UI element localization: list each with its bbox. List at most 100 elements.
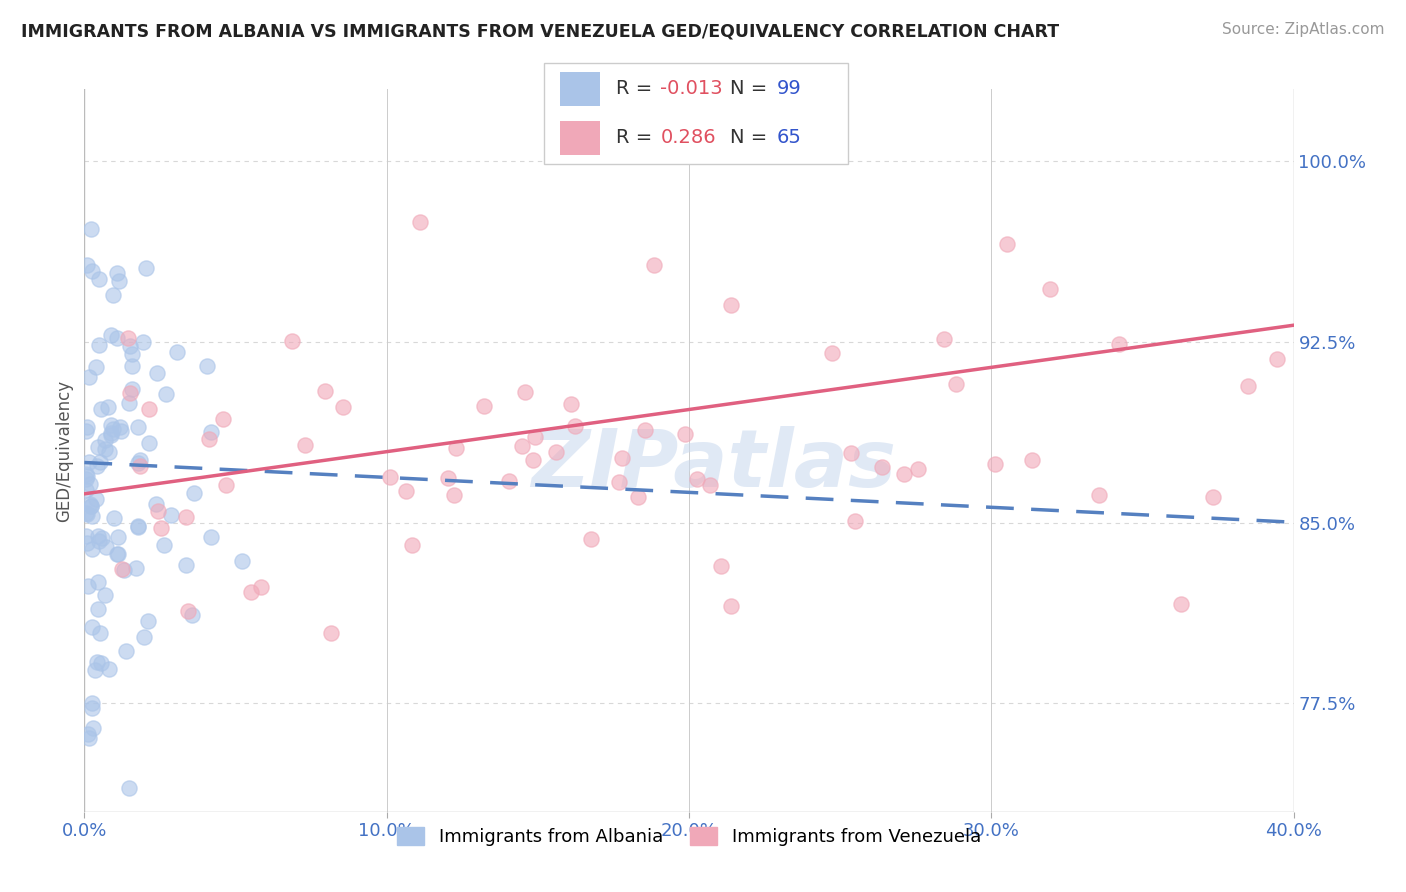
Text: 65: 65 — [776, 128, 801, 147]
Point — [314, 384, 336, 398]
Point — [995, 237, 1018, 252]
Point — [79, 477, 101, 491]
Point — [1237, 379, 1260, 393]
Point — [436, 471, 458, 485]
Point — [673, 427, 696, 442]
Point — [86, 655, 108, 669]
Point — [107, 530, 129, 544]
Point — [87, 338, 110, 352]
Point — [118, 339, 141, 353]
Point — [498, 475, 520, 489]
Point — [75, 506, 97, 520]
Point — [524, 430, 547, 444]
Point — [76, 419, 98, 434]
Point — [332, 400, 354, 414]
Point — [174, 558, 197, 572]
Point — [100, 327, 122, 342]
Text: ZIPatlas: ZIPatlas — [530, 425, 896, 504]
Point — [101, 288, 124, 302]
Point — [86, 458, 108, 473]
Point — [80, 701, 103, 715]
Point — [75, 467, 97, 481]
Point — [319, 626, 342, 640]
Legend: Immigrants from Albania, Immigrants from Venezuela: Immigrants from Albania, Immigrants from… — [389, 820, 988, 854]
Point — [107, 266, 129, 280]
Point — [76, 469, 98, 483]
Point — [77, 731, 100, 745]
Point — [907, 462, 929, 476]
Point — [82, 620, 104, 634]
Point — [138, 615, 160, 629]
Text: N =: N = — [730, 128, 773, 147]
Point — [107, 548, 129, 562]
Point — [82, 264, 104, 278]
Point — [110, 424, 132, 438]
Point — [395, 483, 418, 498]
Point — [79, 498, 101, 512]
Point — [108, 420, 131, 434]
Text: R =: R = — [616, 79, 658, 98]
Point — [138, 435, 160, 450]
Point — [610, 450, 633, 465]
FancyBboxPatch shape — [560, 71, 600, 105]
Point — [87, 272, 110, 286]
Point — [609, 475, 631, 489]
Point — [1088, 488, 1111, 502]
Text: 99: 99 — [776, 79, 801, 98]
Point — [443, 488, 465, 502]
Point — [77, 455, 100, 469]
Point — [129, 458, 152, 473]
Point — [84, 664, 107, 678]
Point — [82, 721, 104, 735]
Point — [118, 385, 141, 400]
Point — [112, 563, 135, 577]
Point — [132, 334, 155, 349]
Point — [84, 492, 107, 507]
Point — [472, 399, 495, 413]
Point — [77, 727, 100, 741]
Point — [183, 486, 205, 500]
Point — [983, 457, 1005, 471]
Point — [720, 298, 742, 312]
Point — [76, 507, 98, 521]
Point — [127, 456, 149, 470]
Point — [844, 515, 866, 529]
Point — [149, 521, 172, 535]
Point — [215, 478, 238, 492]
Text: R =: R = — [616, 128, 658, 147]
Point — [100, 428, 122, 442]
Point — [166, 344, 188, 359]
Point — [115, 643, 138, 657]
Point — [146, 366, 169, 380]
Point — [231, 554, 253, 568]
Point — [633, 423, 655, 437]
Point — [105, 547, 128, 561]
Point — [643, 258, 665, 272]
Point — [101, 422, 124, 436]
Point — [932, 332, 955, 346]
Point — [127, 420, 149, 434]
Point — [111, 562, 134, 576]
Point — [686, 472, 709, 486]
Point — [87, 574, 110, 589]
Point — [80, 542, 103, 557]
Point — [127, 520, 149, 534]
Point — [200, 530, 222, 544]
Point — [160, 508, 183, 522]
Text: Source: ZipAtlas.com: Source: ZipAtlas.com — [1222, 22, 1385, 37]
Point — [87, 528, 110, 542]
Point — [90, 401, 112, 416]
Point — [79, 499, 101, 513]
Point — [177, 604, 200, 618]
Point — [77, 369, 100, 384]
Point — [107, 331, 129, 345]
Point — [444, 441, 467, 455]
Text: N =: N = — [730, 79, 773, 98]
Point — [627, 490, 650, 504]
FancyBboxPatch shape — [560, 121, 600, 155]
Point — [98, 445, 121, 459]
Point — [138, 402, 160, 417]
Point — [821, 346, 844, 360]
Text: -0.013: -0.013 — [661, 79, 723, 98]
Point — [129, 453, 152, 467]
